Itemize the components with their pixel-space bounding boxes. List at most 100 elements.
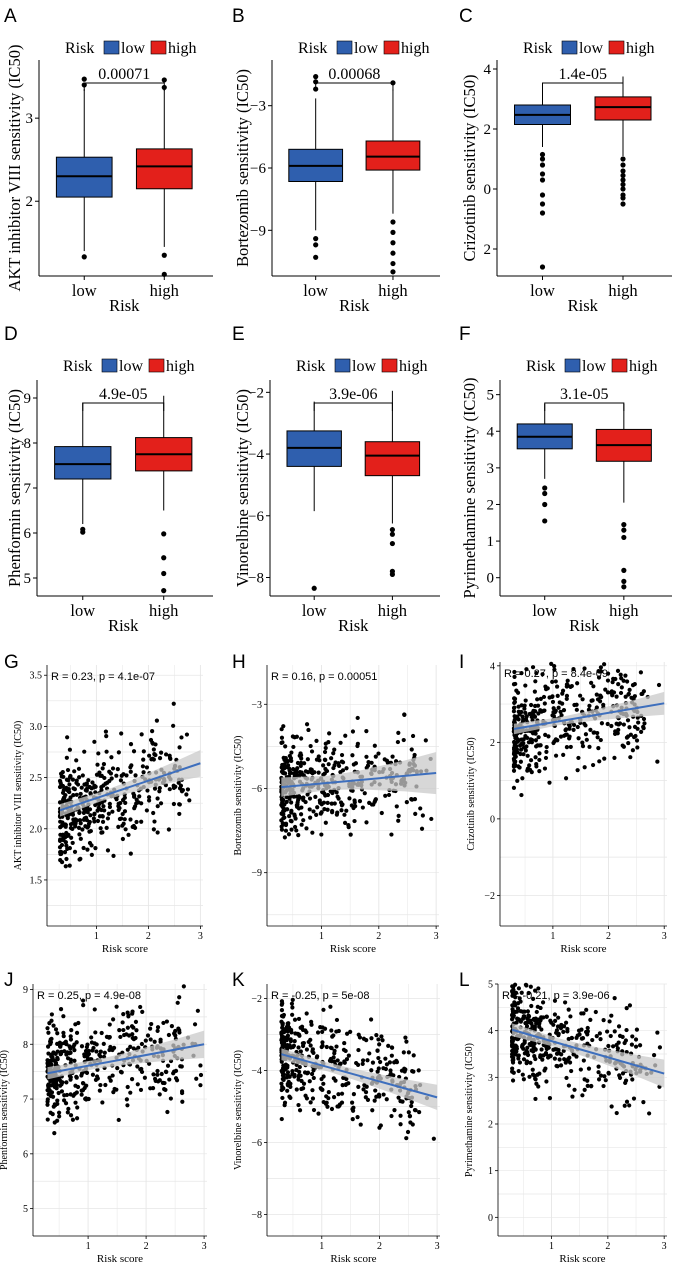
scatter-point <box>350 1100 355 1105</box>
scatter-point <box>187 798 192 803</box>
scatter-point <box>108 771 114 776</box>
scatter-point <box>307 1079 312 1084</box>
scatter-point <box>572 1087 577 1092</box>
scatter-point <box>69 1028 74 1033</box>
scatter-point <box>92 819 97 824</box>
scatter-point <box>357 799 363 804</box>
x-tick-label: 1 <box>86 1241 91 1252</box>
scatter-point <box>179 789 185 794</box>
scatter-point <box>410 733 416 739</box>
scatter-point <box>64 755 69 760</box>
scatter-point <box>377 1094 382 1099</box>
scatter-point <box>279 811 284 816</box>
outlier-point <box>539 264 546 270</box>
scatter-point <box>284 1035 289 1040</box>
scatter-point <box>342 1040 347 1046</box>
scatter-point <box>365 763 371 768</box>
scatter-point <box>521 1057 527 1062</box>
y-tick-label: 2.5 <box>30 773 43 784</box>
scatter-point <box>590 762 596 768</box>
y-axis-label: Crizotinib sensitivity (IC50) <box>466 737 477 850</box>
scatter-point <box>571 1052 576 1057</box>
y-tick-label: 3 <box>488 1073 493 1084</box>
scatter-point <box>330 810 335 815</box>
scatter-point <box>621 722 626 727</box>
scatter-point <box>46 1051 51 1056</box>
panel-letter: I <box>459 652 464 673</box>
scatter-point <box>406 1050 411 1055</box>
scatter-point <box>65 1056 71 1061</box>
scatter-point <box>539 1015 544 1020</box>
scatter-point <box>305 1070 311 1075</box>
panel-letter: A <box>4 6 17 27</box>
scatter-point <box>537 769 542 774</box>
y-axis-label: Bortezomib sensitivity (IC50) <box>233 736 244 856</box>
scatter-point <box>279 1008 285 1013</box>
outlier-point <box>621 527 627 533</box>
scatter-point <box>101 762 107 767</box>
outlier-point <box>539 171 546 177</box>
scatter-point <box>85 825 90 830</box>
correlation-label: R = 0.27, p = 8.4e-09 <box>504 668 608 680</box>
scatter-point <box>181 984 186 989</box>
scatter-point <box>552 1012 558 1017</box>
scatter-point <box>594 1034 599 1039</box>
scatter-point <box>571 722 577 728</box>
scatter-point <box>57 784 63 790</box>
scatter-point <box>344 1031 350 1036</box>
scatter-point <box>140 764 145 769</box>
scatter-point <box>533 731 538 736</box>
scatter-point <box>57 1044 63 1049</box>
panel-letter: L <box>459 970 470 991</box>
outlier-point <box>620 156 626 162</box>
scatter-point <box>533 1096 538 1102</box>
scatter-point <box>68 1034 73 1039</box>
scatter-point <box>553 1047 558 1052</box>
scatter-point <box>119 773 124 778</box>
scatter-point <box>58 832 63 837</box>
scatter-point <box>536 735 541 740</box>
scatter-point <box>361 1036 366 1041</box>
scatter-point <box>165 1109 170 1115</box>
outlier-point <box>620 162 626 168</box>
scatter-point <box>522 1014 527 1019</box>
outlier-point <box>161 252 167 258</box>
scatter-point <box>140 1009 145 1014</box>
scatter-point <box>155 1072 160 1077</box>
scatter-point <box>589 698 594 703</box>
y-tick-label: 8 <box>23 1040 28 1051</box>
scatter-point <box>133 1035 138 1041</box>
scatter-point <box>103 781 108 786</box>
scatter-point <box>510 1042 515 1048</box>
scatter-point <box>50 1112 55 1117</box>
scatter-point <box>282 835 287 840</box>
legend-swatch-low <box>564 358 581 373</box>
scatter-point <box>537 1021 542 1026</box>
legend-label-low: low <box>352 358 376 375</box>
scatter-point <box>531 1043 536 1048</box>
scatter-point <box>284 1064 289 1069</box>
scatter-point <box>160 1080 165 1085</box>
points <box>279 997 436 1141</box>
scatter-point <box>629 1042 634 1047</box>
correlation-label: R = 0.25, p = 4.9e-08 <box>37 990 141 1002</box>
scatter-point <box>294 794 299 799</box>
scatter-point <box>550 679 555 684</box>
scatter-point <box>566 1083 572 1088</box>
scatter-point <box>295 802 300 807</box>
scatter-point <box>67 863 72 868</box>
scatter-point <box>184 792 189 797</box>
outlier-point <box>539 201 546 207</box>
y-tick-label: 4 <box>490 661 495 672</box>
scatter-point <box>406 1110 411 1115</box>
scatter-point <box>74 1040 79 1045</box>
y-tick-label: −8 <box>248 570 264 586</box>
scatter-point <box>642 721 647 726</box>
scatter-point <box>386 760 391 765</box>
scatter-point <box>580 1093 585 1098</box>
scatter-point <box>316 754 321 759</box>
scatter-point <box>279 1059 284 1064</box>
x-tick-label: low <box>70 601 95 620</box>
scatter-point <box>346 1053 351 1058</box>
